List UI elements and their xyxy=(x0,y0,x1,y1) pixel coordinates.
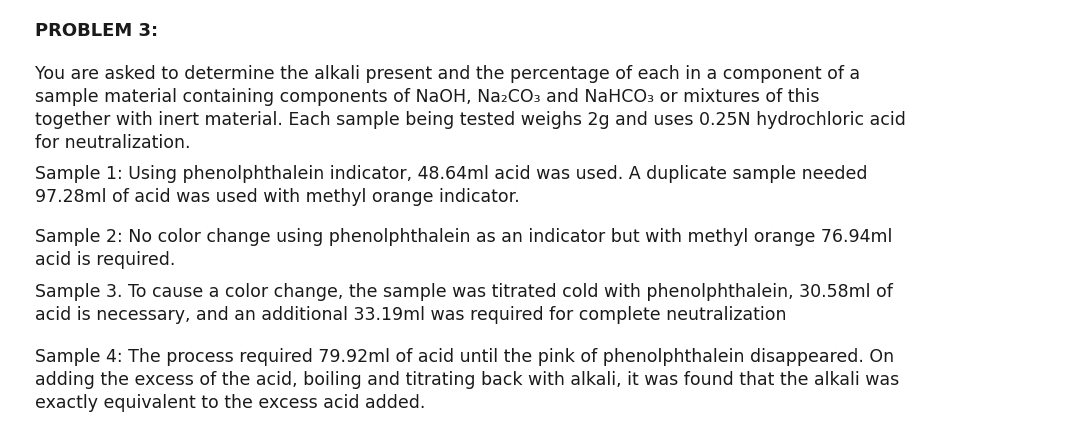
Text: Sample 4: The process required 79.92ml of acid until the pink of phenolphthalein: Sample 4: The process required 79.92ml o… xyxy=(35,347,899,411)
Text: Sample 3. To cause a color change, the sample was titrated cold with phenolphtha: Sample 3. To cause a color change, the s… xyxy=(35,282,893,323)
Text: Sample 1: Using phenolphthalein indicator, 48.64ml acid was used. A duplicate sa: Sample 1: Using phenolphthalein indicato… xyxy=(35,164,867,205)
Text: Sample 2: No color change using phenolphthalein as an indicator but with methyl : Sample 2: No color change using phenolph… xyxy=(35,227,893,268)
Text: You are asked to determine the alkali present and the percentage of each in a co: You are asked to determine the alkali pr… xyxy=(35,65,906,151)
Text: PROBLEM 3:: PROBLEM 3: xyxy=(35,22,158,40)
